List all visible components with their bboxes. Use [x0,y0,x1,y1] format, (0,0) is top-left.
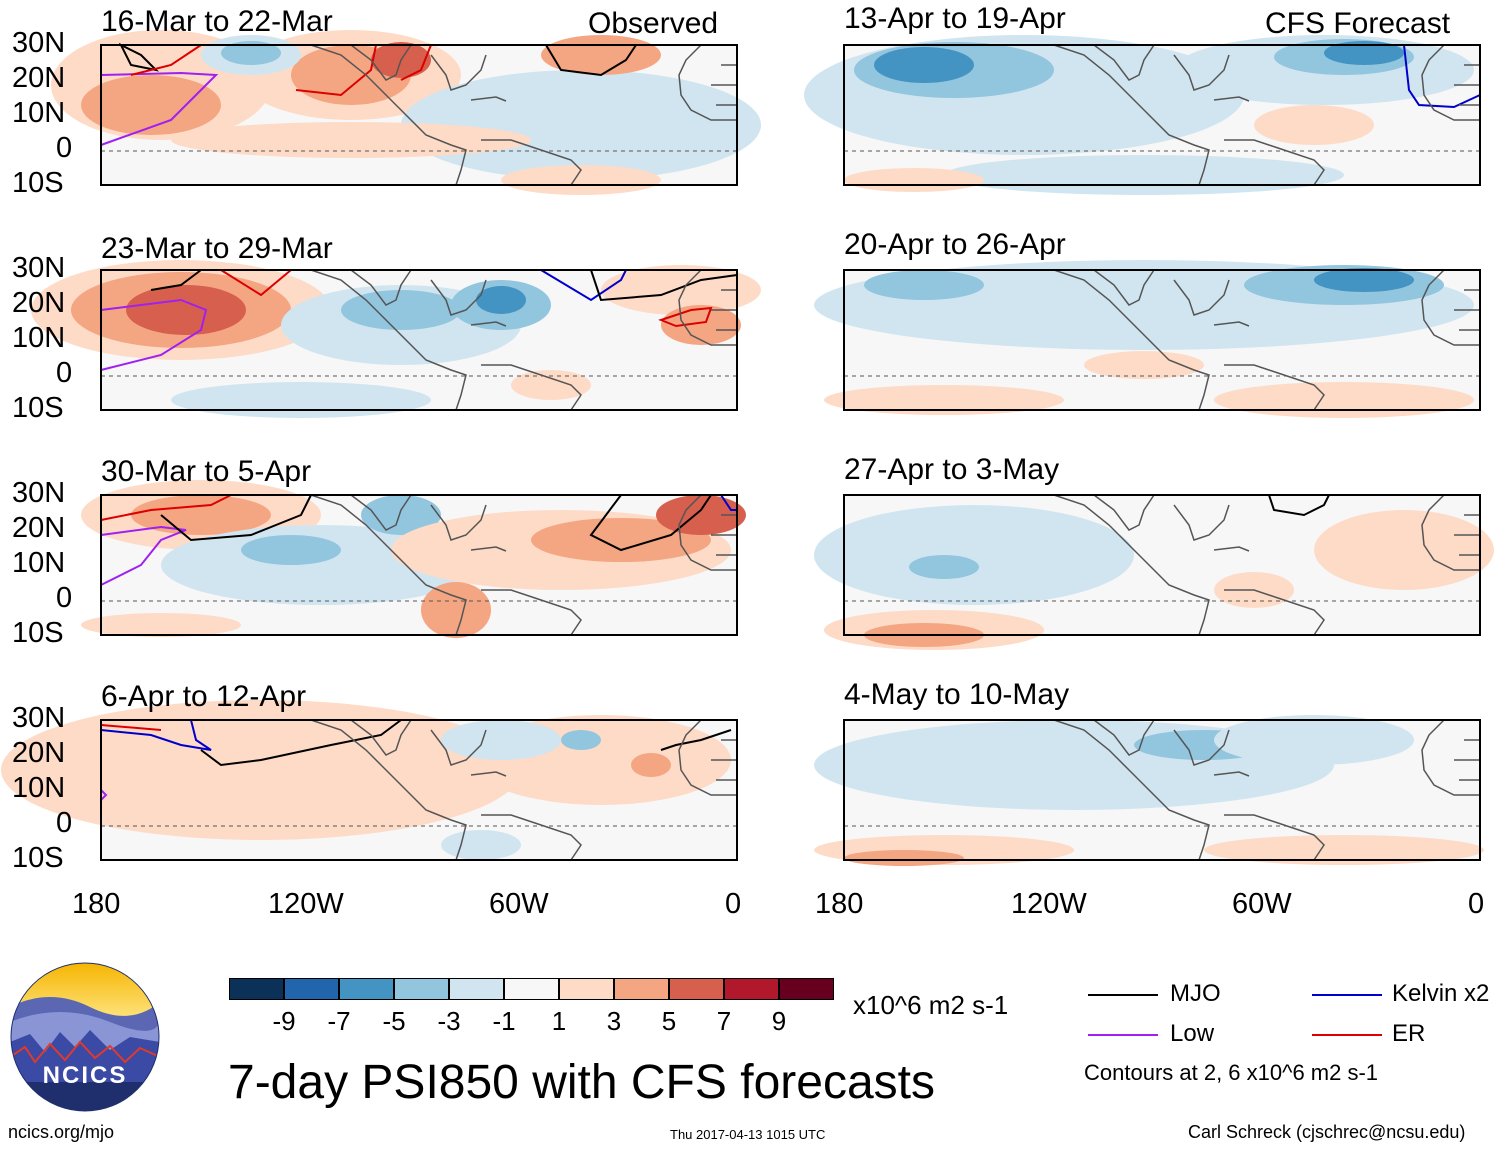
lat-label: 30N [12,27,66,59]
panel-title-observed-2: 23-Mar to 29-Mar [101,232,333,265]
legend-line-low [1088,1034,1158,1036]
lat-label: 20N [12,287,66,319]
colorbar-label: 3 [606,1006,622,1036]
colorbar-label: -3 [437,1006,461,1036]
colorbar-label: 9 [771,1006,787,1036]
legend-line-mjo [1088,994,1158,996]
colorbar-label: -7 [327,1006,351,1036]
panel-title-observed-3: 30-Mar to 5-Apr [101,455,312,488]
lon-label: 120W [1011,888,1087,920]
colorbar-swatch [229,978,284,1000]
legend-label-er: ER [1392,1020,1426,1047]
legend-label-kelvin: Kelvin x2 [1392,980,1490,1007]
lon-label: 60W [489,888,549,920]
colorbar-swatch [394,978,449,1000]
lat-label: 10S [12,167,64,199]
lat-label: 0 [56,357,73,389]
panel-title-observed-1: 16-Mar to 22-Mar [101,5,333,38]
colorbar-swatch [779,978,834,1000]
colorbar-swatch [339,978,394,1000]
panel-forecast-2 [814,260,1481,418]
legend-label-low: Low [1170,1020,1215,1047]
lon-label: 0 [725,888,742,920]
panel-title-forecast-1: 13-Apr to 19-Apr [844,2,1066,35]
lat-label: 0 [56,582,73,614]
panel-title-forecast-3: 27-Apr to 3-May [844,453,1060,486]
lon-label: 120W [268,888,344,920]
panel-observed-1 [51,30,761,195]
author-credit: Carl Schreck (cjschrec@ncsu.edu) [1188,1122,1466,1142]
ncics-logo: NCICS [10,962,160,1112]
legend-line-kelvin [1312,994,1382,996]
legend-line-er [1312,1034,1382,1036]
lat-label: 0 [56,132,73,164]
colorbar-swatch [669,978,724,1000]
panel-forecast-1 [804,35,1481,195]
panel-observed-4 [1,700,738,861]
colorbar-label: 5 [661,1006,677,1036]
column-header-observed: Observed [588,7,719,40]
lat-label: 10N [12,547,66,579]
lat-label: 10S [12,842,64,874]
lon-label: 60W [1232,888,1292,920]
lat-label: 20N [12,62,66,94]
legend-label-mjo: MJO [1170,980,1221,1007]
colorbar-swatch [504,978,559,1000]
lat-label: 0 [56,807,73,839]
panel-forecast-4 [814,715,1484,866]
panel-observed-2 [31,260,761,418]
colorbar-label: -5 [382,1006,406,1036]
lon-label: 180 [72,888,121,920]
main-title: 7-day PSI850 with CFS forecasts [228,1056,935,1109]
lon-label: 180 [815,888,864,920]
lat-label: 10N [12,772,66,804]
colorbar-label: 1 [551,1006,567,1036]
colorbar-swatch [449,978,504,1000]
colorbar-units: x10^6 m2 s-1 [853,990,1009,1020]
website-link[interactable]: ncics.org/mjo [8,1122,115,1142]
colorbar-label: -1 [492,1006,516,1036]
lon-label: 0 [1468,888,1485,920]
panel-forecast-3 [814,494,1494,650]
lat-label: 30N [12,252,66,284]
colorbar-label: -9 [272,1006,296,1036]
logo-text: NCICS [42,1062,128,1089]
column-header-forecast: CFS Forecast [1265,7,1451,40]
colorbar-swatch [284,978,339,1000]
panel-title-observed-4: 6-Apr to 12-Apr [101,680,307,713]
colorbar-swatch [614,978,669,1000]
panel-title-forecast-2: 20-Apr to 26-Apr [844,228,1066,261]
colorbar-label: 7 [716,1006,732,1036]
colorbar-swatch [559,978,614,1000]
legend-note: Contours at 2, 6 x10^6 m2 s-1 [1084,1060,1379,1085]
lat-label: 20N [12,512,66,544]
map-panels [1,30,1494,866]
lat-label: 20N [12,737,66,769]
lat-label: 10S [12,392,64,424]
timestamp: Thu 2017-04-13 1015 UTC [670,1127,826,1142]
lat-label: 30N [12,477,66,509]
colorbar-swatch [724,978,779,1000]
lat-label: 10N [12,322,66,354]
panel-observed-3 [81,480,746,638]
lat-label: 10N [12,97,66,129]
panel-title-forecast-4: 4-May to 10-May [844,678,1070,711]
lat-label: 30N [12,702,66,734]
lat-label: 10S [12,617,64,649]
